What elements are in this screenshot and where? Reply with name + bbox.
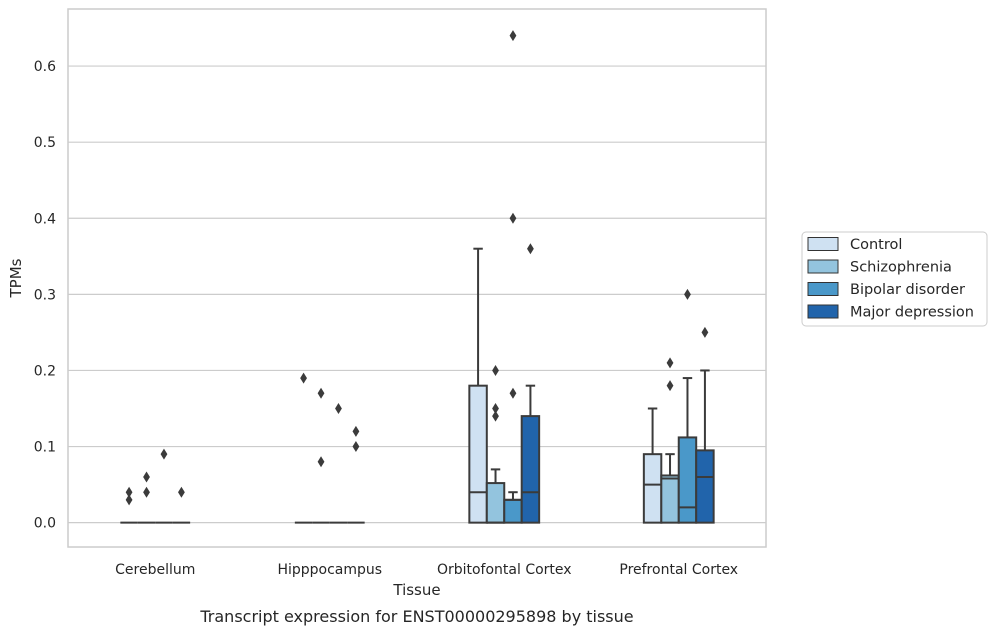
box-0-0 <box>120 486 138 524</box>
outlier-point <box>527 243 534 255</box>
grid-layer <box>68 65 766 524</box>
y-tick-label: 0.6 <box>34 59 56 75</box>
outlier-point <box>143 486 150 498</box>
outlier-point <box>492 403 499 415</box>
legend: Control Schizophrenia Bipolar disorder Majo… <box>801 231 988 327</box>
plot-layer <box>120 30 715 524</box>
outlier-point <box>492 364 499 376</box>
box-3-3 <box>695 326 715 524</box>
y-axis-label: TPMs <box>7 258 25 298</box>
y-tick-label: 0.3 <box>34 287 56 303</box>
outlier-point <box>492 410 499 422</box>
box-0-1 <box>137 471 156 524</box>
box-3-1 <box>660 357 680 524</box>
outlier-point <box>317 387 325 399</box>
legend-swatch <box>807 259 839 274</box>
outlier-point <box>125 494 133 506</box>
y-tick-label: 0.1 <box>34 440 56 456</box>
x-tick-label: Hipppocampus <box>277 562 382 578</box>
box-body <box>642 453 663 524</box>
outlier-point <box>509 387 517 399</box>
box-body <box>677 436 698 524</box>
outlier-point <box>684 288 691 300</box>
box-body <box>660 474 680 524</box>
plot-frame <box>67 8 767 548</box>
outlier-point <box>317 456 325 468</box>
x-axis-label: Tissue <box>392 581 440 599</box>
y-tick-label: 0.0 <box>34 516 56 532</box>
x-tick-labels: Cerebellum Hipppocampus Orbitofontal Corte… <box>115 562 738 578</box>
outlier-point <box>666 380 674 392</box>
box-0-2 <box>155 448 173 524</box>
box-body <box>695 449 715 524</box>
box-1-2 <box>329 403 348 524</box>
box-2-3 <box>520 243 541 524</box>
y-tick-labels: 0.0 0.1 0.2 0.3 0.4 0.5 0.6 <box>34 59 56 532</box>
box-3-0 <box>642 407 663 524</box>
box-body <box>485 482 506 524</box>
x-tick-label: Orbitofontal Cortex <box>437 562 572 578</box>
legend-label: Schizophrenia <box>850 260 952 276</box>
legend-swatch <box>807 304 839 319</box>
box-1-0 <box>294 372 313 524</box>
box-body <box>503 498 523 524</box>
legend-swatch <box>807 282 839 296</box>
outlier-point <box>509 30 517 42</box>
y-tick-label: 0.2 <box>34 363 56 379</box>
legend-label: Major depression <box>850 305 974 321</box>
box-2-0 <box>468 247 488 524</box>
legend-box <box>801 231 988 327</box>
outlier-point <box>352 441 360 453</box>
x-tick-label: Prefrontal Cortex <box>619 562 738 578</box>
outlier-point <box>352 425 360 437</box>
y-tick-label: 0.5 <box>34 135 56 151</box>
box-1-1 <box>312 387 330 524</box>
box-3-2 <box>677 288 698 524</box>
box-0-3 <box>172 486 191 524</box>
outlier-point <box>300 372 307 384</box>
outlier-point <box>335 403 342 415</box>
outlier-point <box>509 212 517 224</box>
outlier-point <box>143 471 150 483</box>
outlier-point <box>701 326 709 338</box>
outlier-point <box>125 486 133 498</box>
box-1-3 <box>347 425 365 524</box>
legend-label: Control <box>850 237 902 253</box>
box-2-2 <box>503 30 523 524</box>
outlier-point <box>160 448 168 460</box>
x-tick-label: Cerebellum <box>115 562 195 578</box>
box-body <box>468 384 488 524</box>
legend-swatch <box>807 237 839 251</box>
outlier-point <box>178 486 185 498</box>
box-2-1 <box>485 364 506 524</box>
box-body <box>520 415 541 524</box>
legend-label: Bipolar disorder <box>850 282 965 298</box>
chart-caption: Transcript expression for ENST0000029589… <box>199 607 633 626</box>
y-tick-label: 0.4 <box>34 211 56 227</box>
outlier-point <box>666 357 674 369</box>
